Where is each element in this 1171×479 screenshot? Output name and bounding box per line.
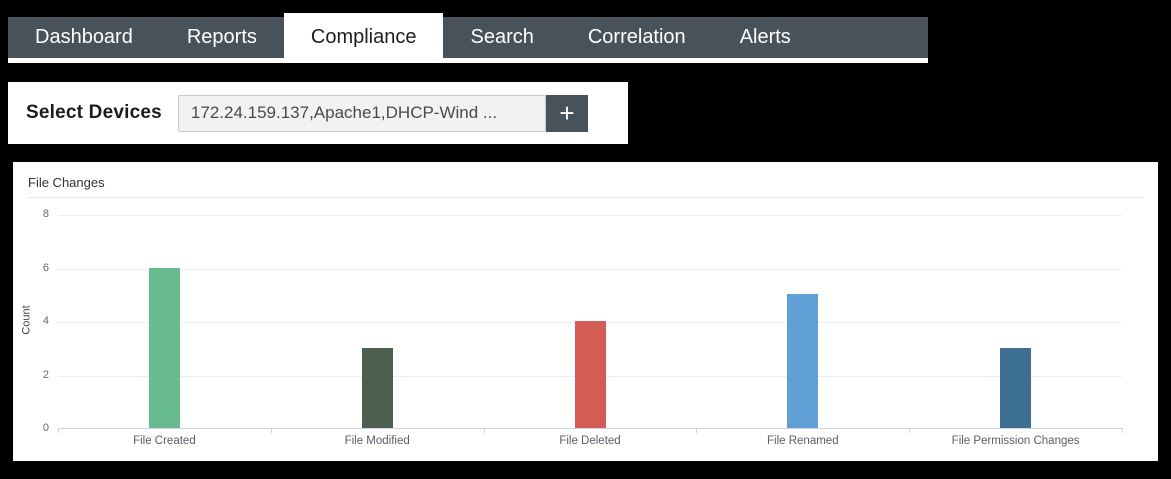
chart-title: File Changes [28,175,105,190]
x-category-label: File Created [133,435,196,447]
bar-file-modified[interactable] [361,347,393,428]
add-device-button[interactable]: + [545,94,588,132]
tab-reports[interactable]: Reports [186,26,257,48]
plot-area: 0 2 4 6 8 File Created File Modified File Delet… [43,208,1123,447]
axis-tick [483,428,485,433]
y-tick-label: 2 [42,368,49,381]
tab-compliance[interactable]: Compliance [283,13,444,62]
tab-correlation[interactable]: Correlation [587,26,686,48]
select-devices-label: Select Devices [26,102,162,123]
y-tick-label: 8 [42,207,49,220]
bar-file-renamed[interactable] [787,294,819,428]
axis-tick [909,428,911,433]
device-selector-panel: Select Devices + [8,82,628,144]
x-category-label: File Modified [344,435,410,447]
devices-input[interactable] [177,94,546,132]
nav-underline [8,58,928,63]
chart-panel: File Changes Count 0 2 4 6 8 File Created File… [13,162,1158,461]
gridline [58,215,1122,216]
y-tick-label: 6 [42,261,49,274]
axis-tick [696,428,698,433]
bar-file-deleted[interactable] [574,321,606,428]
gridline [58,268,1122,270]
x-category-label: File Renamed [767,435,839,447]
tab-dashboard[interactable]: Dashboard [35,26,133,48]
y-axis-label: Count [20,305,33,335]
tab-search[interactable]: Search [470,26,534,48]
x-category-label: File Deleted [559,435,621,447]
x-category-label: File Permission Changes [951,435,1080,447]
main-nav: Dashboard Reports Compliance Search Correlat… [8,13,928,62]
y-tick-label: 4 [42,314,49,327]
bar-file-permission-changes[interactable] [1000,347,1032,428]
axis-tick [58,428,59,433]
y-tick-label: 0 [42,421,49,434]
tab-alerts[interactable]: Alerts [739,26,791,48]
axis-tick [270,428,272,433]
chart-title-divider [28,197,1143,198]
bar-file-created[interactable] [148,267,180,428]
axis-tick [1122,428,1123,433]
